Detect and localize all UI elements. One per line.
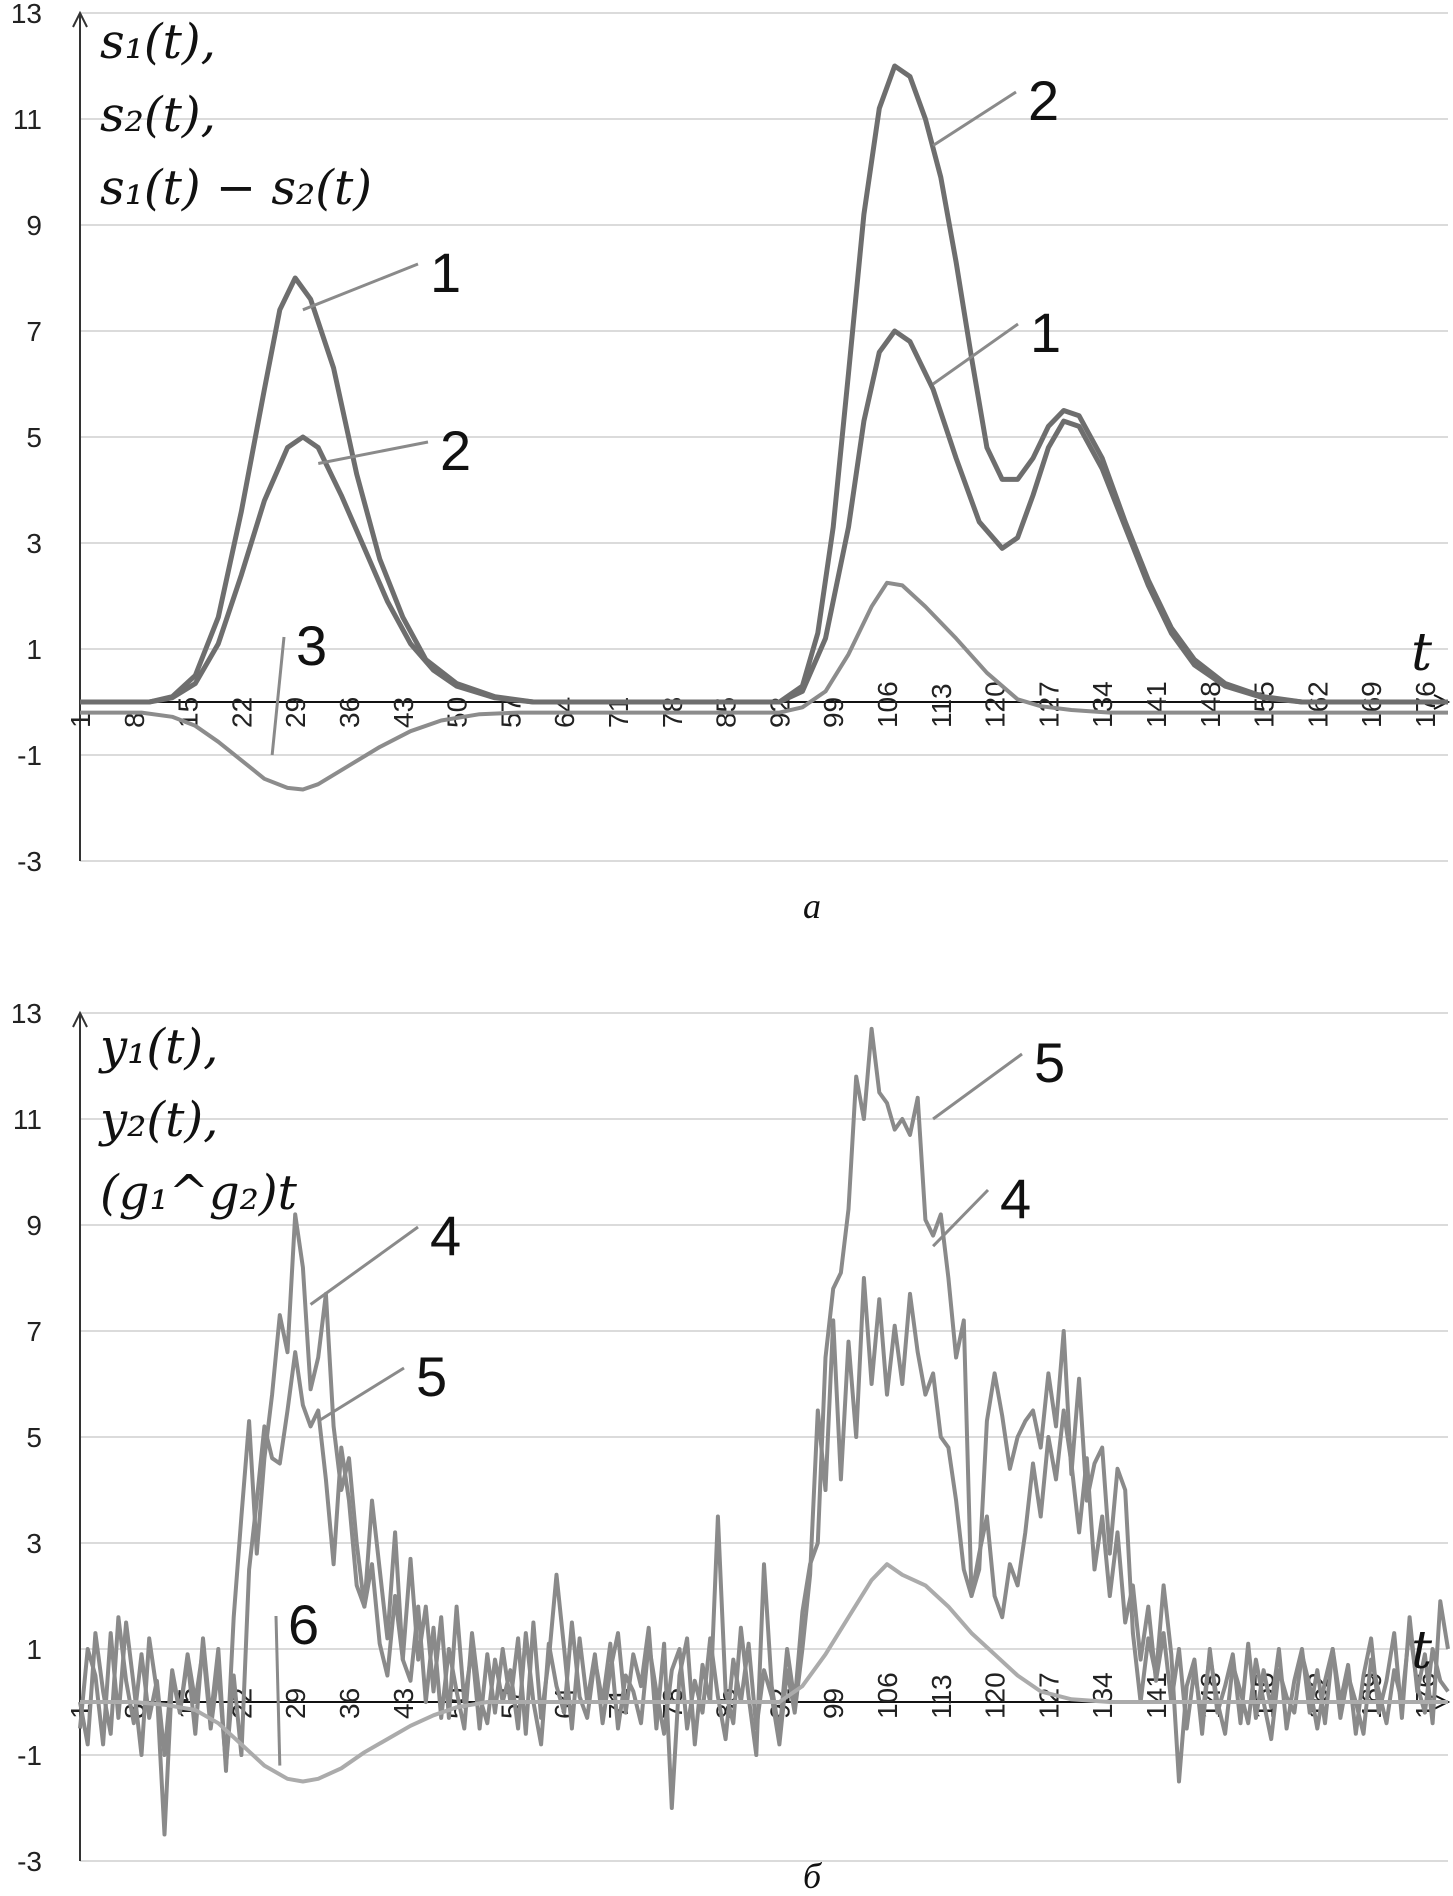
x-tick-label: 169 [1356,681,1387,728]
series-line-2 [80,63,1448,705]
x-tick-label: 50 [442,697,473,728]
x-tick-label: 43 [388,697,419,728]
y-tick-label: 5 [26,1422,42,1453]
x-tick-label: 36 [334,1688,365,1719]
y-tick-label: 7 [26,1316,42,1347]
y-tick-label: 7 [26,316,42,347]
y-tick-label: 1 [26,634,42,665]
y-tick-label: -1 [17,740,42,771]
callout-label: 6 [288,1593,319,1656]
y-tick-label: 3 [26,1528,42,1559]
series-line-3 [80,1562,1448,1784]
callout-leader [317,440,429,465]
y-axis-label-line: s₁(t) − s₂(t) [100,160,372,216]
x-tick-label: 36 [334,697,365,728]
callout-leader [302,262,419,312]
callout-leader [932,90,1017,147]
callout-label: 2 [440,419,471,482]
x-tick-label: 113 [926,683,957,728]
y-tick-label: 1 [26,1634,42,1665]
y-tick-label: -3 [17,1846,42,1877]
y-axis-label-line: s₂(t), [100,87,216,143]
panel-caption: б [803,1856,823,1896]
x-tick-label: 99 [818,697,849,728]
callout-leader [932,322,1019,386]
y-axis-arrow [72,10,88,28]
x-tick-label: 120 [980,1672,1011,1719]
x-tick-label: 113 [926,1674,957,1719]
x-tick-label: 176 [1410,681,1441,728]
x-tick-label: 141 [1141,681,1172,728]
x-tick-label: 162 [1302,681,1333,728]
callout-label: 2 [1028,69,1059,132]
y-tick-label: -3 [17,846,42,877]
callout-leader [274,1615,282,1766]
y-tick-label: 9 [26,210,42,241]
x-tick-label: 99 [818,1688,849,1719]
callout-leader [309,1225,419,1306]
y-tick-label: 11 [13,104,42,135]
callout-label: 4 [1000,1167,1031,1230]
x-tick-label: 1 [65,712,96,728]
callout-leader [270,636,286,756]
callout-leader [932,1188,990,1248]
callout-label: 5 [1034,1031,1065,1094]
x-tick-label: 29 [280,1688,311,1719]
callout-label: 1 [1030,301,1061,364]
y-tick-label: 13 [11,0,42,29]
callout-label: 4 [430,1204,461,1267]
x-axis-label: t [1411,623,1432,683]
y-tick-label: 3 [26,528,42,559]
y-axis-label-line: y₁(t), [98,1019,218,1075]
y-tick-label: -1 [17,1740,42,1771]
y-axis-label-line: s₁(t), [100,14,216,70]
callout-label: 1 [430,241,461,304]
callout-leader [932,1052,1023,1121]
x-axis-label: t [1411,1621,1432,1681]
x-tick-label: 29 [280,697,311,728]
x-tick-label: 106 [872,1672,903,1719]
x-tick-label: 134 [1087,681,1118,728]
y-tick-label: 5 [26,422,42,453]
x-tick-label: 8 [119,712,150,728]
x-tick-label: 22 [226,697,257,728]
x-tick-label: 43 [388,1688,419,1719]
x-tick-label: 155 [1249,681,1280,728]
x-tick-label: 134 [1087,1672,1118,1719]
callout-leader [317,1366,405,1423]
x-tick-label: 106 [872,681,903,728]
series-line-2 [78,1276,1450,1768]
y-tick-label: 13 [11,998,42,1029]
x-tick-label: 148 [1195,681,1226,728]
callout-label: 3 [296,614,327,677]
y-axis-label-line: (g₁^g₂)t [100,1165,298,1221]
y-axis-label-line: y₂(t), [98,1092,218,1148]
panel-caption: а [803,886,821,926]
y-axis-arrow [72,1010,88,1028]
y-tick-label: 9 [26,1210,42,1241]
callout-label: 5 [416,1345,447,1408]
y-tick-label: 11 [13,1104,42,1135]
series-line-3 [80,580,1448,792]
